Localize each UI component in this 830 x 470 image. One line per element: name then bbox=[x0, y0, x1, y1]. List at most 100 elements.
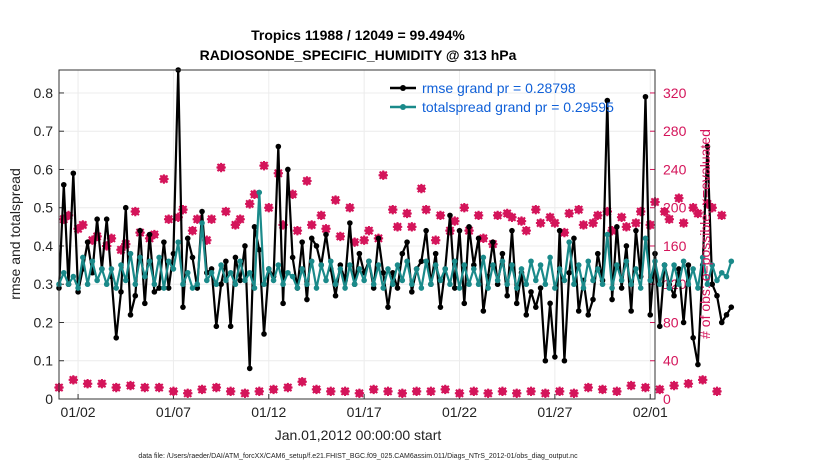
obs-evaluated-point bbox=[435, 210, 446, 221]
obs-evaluated-point bbox=[78, 220, 88, 230]
rmse-point bbox=[695, 361, 701, 368]
y-tick-label: 0.4 bbox=[34, 238, 54, 254]
obs-evaluated-point bbox=[659, 206, 670, 217]
rmse-point bbox=[118, 289, 124, 295]
obs-evaluated-point bbox=[345, 203, 355, 213]
rmse-point bbox=[103, 216, 110, 222]
obs-evaluated-point bbox=[63, 210, 74, 221]
totalspread-point bbox=[633, 266, 639, 272]
totalspread-point bbox=[232, 281, 239, 288]
obs-evaluated-point bbox=[335, 231, 345, 242]
obs-evaluated-point bbox=[426, 386, 436, 397]
totalspread-point bbox=[60, 269, 67, 276]
totalspread-point bbox=[437, 277, 444, 284]
y2-tick-label: 80 bbox=[663, 314, 679, 330]
obs-evaluated-point bbox=[149, 229, 160, 240]
totalspread-point bbox=[423, 258, 429, 265]
totalspread-point bbox=[299, 266, 305, 272]
totalspread-point bbox=[385, 266, 391, 272]
rmse-point bbox=[647, 312, 654, 318]
obs-evaluated-point bbox=[388, 204, 398, 215]
obs-evaluated-point bbox=[707, 203, 717, 213]
obs-evaluated-point bbox=[402, 208, 412, 219]
rmse-point bbox=[480, 308, 487, 314]
rmse-point bbox=[680, 319, 687, 326]
rmse-point bbox=[127, 312, 134, 318]
totalspread-point bbox=[146, 258, 153, 265]
obs-evaluated-point bbox=[569, 388, 579, 398]
obs-evaluated-point bbox=[416, 183, 427, 194]
totalspread-point bbox=[413, 266, 420, 272]
legend: rmse grand pr = 0.28798 totalspread gran… bbox=[390, 80, 614, 115]
obs-evaluated-point bbox=[502, 208, 512, 219]
totalspread-point bbox=[404, 258, 410, 265]
totalspread-point bbox=[265, 266, 272, 272]
obs-evaluated-point bbox=[531, 204, 541, 215]
totalspread-point bbox=[594, 266, 601, 272]
y-tick-label: 0.1 bbox=[34, 353, 54, 369]
totalspread-point bbox=[528, 258, 534, 265]
totalspread-point bbox=[533, 277, 539, 284]
rmse-point bbox=[199, 208, 205, 215]
obs-evaluated-point bbox=[92, 231, 102, 242]
totalspread-point bbox=[456, 285, 463, 291]
obs-evaluated-point bbox=[130, 206, 140, 217]
obs-evaluated-point bbox=[578, 220, 589, 230]
obs-evaluated-point bbox=[354, 388, 365, 398]
obs-evaluated-point bbox=[588, 218, 598, 228]
rmse-point bbox=[156, 285, 162, 291]
totalspread-point bbox=[75, 285, 81, 291]
rmse-point bbox=[370, 285, 377, 291]
totalspread-point bbox=[180, 281, 186, 288]
rmse-point bbox=[356, 250, 363, 257]
footnote: data file: /Users/raeder/DAI/ATM_forcXX/… bbox=[138, 453, 578, 460]
y-tick-label: 0.5 bbox=[34, 200, 54, 216]
totalspread-line bbox=[57, 191, 733, 290]
totalspread-point bbox=[718, 269, 725, 276]
obs-evaluated-point bbox=[683, 379, 694, 389]
obs-evaluated-point bbox=[197, 384, 207, 395]
rmse-point bbox=[437, 304, 444, 310]
y-tick-label: 0.2 bbox=[34, 314, 54, 330]
rmse-point bbox=[676, 266, 682, 272]
obs-evaluated-point bbox=[106, 233, 117, 244]
totalspread-point bbox=[80, 254, 86, 261]
y-tick-label: 0.8 bbox=[34, 85, 54, 101]
y2-tick-label: 40 bbox=[663, 353, 679, 369]
totalspread-point bbox=[523, 281, 530, 288]
totalspread-point bbox=[518, 266, 525, 272]
totalspread-point bbox=[461, 262, 468, 268]
totalspread-point bbox=[161, 285, 167, 291]
obs-evaluated-point bbox=[268, 384, 279, 395]
obs-evaluated-point bbox=[478, 233, 489, 244]
totalspread-point bbox=[70, 273, 77, 280]
totalspread-point bbox=[409, 281, 415, 288]
totalspread-point bbox=[294, 285, 301, 291]
obs-evaluated-point bbox=[674, 193, 684, 203]
obs-evaluated-point bbox=[311, 384, 322, 395]
totalspread-point bbox=[585, 258, 592, 265]
totalspread-point bbox=[442, 266, 449, 272]
y-tick-label: 0.3 bbox=[34, 276, 54, 292]
totalspread-point bbox=[547, 254, 553, 261]
totalspread-point bbox=[337, 266, 344, 272]
rmse-point bbox=[261, 331, 267, 337]
obs-evaluated-point bbox=[254, 386, 264, 397]
totalspread-point bbox=[137, 254, 143, 261]
obs-evaluated-point bbox=[430, 235, 441, 245]
totalspread-point bbox=[432, 262, 439, 268]
obs-evaluated-point bbox=[192, 214, 202, 224]
rmse-point bbox=[432, 250, 439, 257]
rmse-point bbox=[471, 262, 477, 268]
obs-evaluated-point bbox=[111, 382, 121, 393]
y2-tick-label: 280 bbox=[663, 123, 687, 139]
obs-evaluated-point bbox=[712, 386, 722, 397]
totalspread-point bbox=[89, 258, 96, 265]
rmse-point bbox=[556, 227, 563, 234]
y-axis-label: rmse and totalspread bbox=[7, 168, 23, 300]
totalspread-point bbox=[323, 277, 329, 284]
rmse-point bbox=[313, 243, 320, 249]
rmse-point bbox=[714, 292, 720, 299]
obs-evaluated-point bbox=[516, 216, 527, 226]
obs-evaluated-point bbox=[278, 220, 288, 230]
